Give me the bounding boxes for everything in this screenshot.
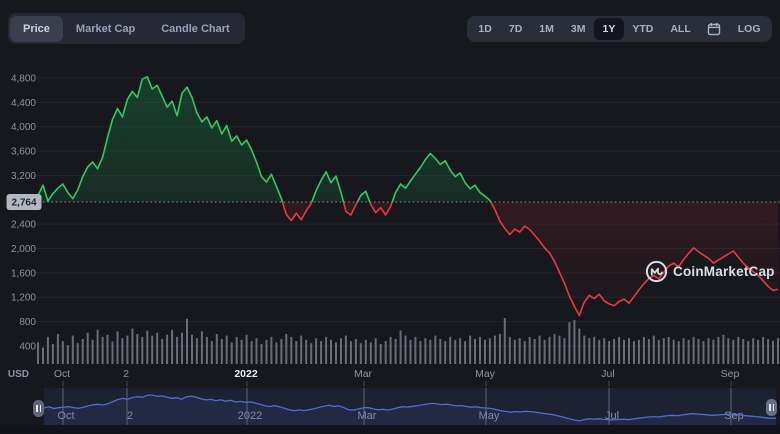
tab-candle-chart[interactable]: Candle Chart (148, 16, 242, 42)
y-tick-label: 4,800 (11, 74, 36, 85)
y-tick-label: 3,200 (11, 171, 36, 182)
y-tick-label: 2,000 (11, 244, 36, 255)
navigator-tick-label: Jul (605, 410, 619, 422)
y-tick-label: 2,400 (11, 220, 36, 231)
range-selector: 1D 7D 1M 3M 1Y YTD ALL LOG (466, 16, 772, 42)
x-tick-label: Mar (354, 368, 373, 380)
navigator-tick-label: Sep (724, 410, 744, 422)
navigator-tick-label: May (479, 410, 500, 422)
navigator-tick-label: Mar (358, 410, 377, 422)
x-axis-labels: Oct 2 2022 Mar May Jul Sep (54, 368, 740, 387)
baseline-badge (6, 194, 42, 210)
range-all[interactable]: ALL (662, 18, 699, 40)
range-ytd[interactable]: YTD (624, 18, 662, 40)
price-line-up (37, 76, 492, 202)
navigator-minimap[interactable]: Oct 2 2022 Mar May Jul Sep (44, 388, 776, 425)
navigator-tick-label: 2 (127, 410, 133, 422)
navigator-right-handle[interactable] (766, 399, 777, 416)
price-area-down (38, 202, 778, 316)
y-axis-labels: 4,800 4,400 4,000 3,600 3,200 2,400 2,000 1,600… (11, 74, 36, 353)
range-1y[interactable]: 1Y (593, 18, 624, 40)
y-tick-label: 400 (19, 341, 36, 352)
y-tick-label: 4,000 (11, 122, 36, 133)
currency-label: USD (8, 369, 29, 380)
chart-canvas[interactable]: 4,800 4,400 4,000 3,600 3,200 2,400 2,000 1,600… (0, 0, 780, 388)
x-tick-label: 2022 (234, 368, 258, 380)
y-tick-label: 1,200 (11, 293, 36, 304)
range-7d[interactable]: 7D (500, 18, 530, 40)
chart-type-tabbar: Price Market Cap Candle Chart (8, 13, 245, 44)
navigator-tick-label: 2022 (238, 410, 262, 422)
navigator-line (44, 394, 776, 422)
bottom-strip (0, 425, 780, 434)
log-scale-toggle[interactable]: LOG (729, 18, 769, 40)
range-1m[interactable]: 1M (531, 18, 563, 40)
volume-bars (37, 318, 779, 364)
baseline-badge-label: 2,764 (11, 198, 36, 209)
navigator-tick-label: Oct (57, 410, 74, 422)
x-tick-label: Sep (721, 368, 740, 380)
x-tick-label: Jul (601, 368, 614, 380)
navigator-left-handle[interactable] (33, 400, 44, 417)
tab-price[interactable]: Price (10, 15, 63, 42)
y-tick-label: 800 (19, 317, 36, 328)
range-3m[interactable]: 3M (562, 18, 594, 40)
x-tick-label: May (475, 368, 496, 380)
tab-market-cap[interactable]: Market Cap (63, 16, 148, 42)
y-tick-label: 4,400 (11, 98, 36, 109)
calendar-icon[interactable] (699, 19, 729, 39)
x-tick-label: Oct (54, 368, 70, 380)
y-tick-label: 1,600 (11, 268, 36, 279)
price-area-up (38, 76, 778, 202)
y-tick-label: 3,600 (11, 147, 36, 158)
x-tick-label: 2 (123, 368, 129, 380)
navigator-area (44, 395, 776, 425)
range-1d[interactable]: 1D (470, 18, 500, 40)
